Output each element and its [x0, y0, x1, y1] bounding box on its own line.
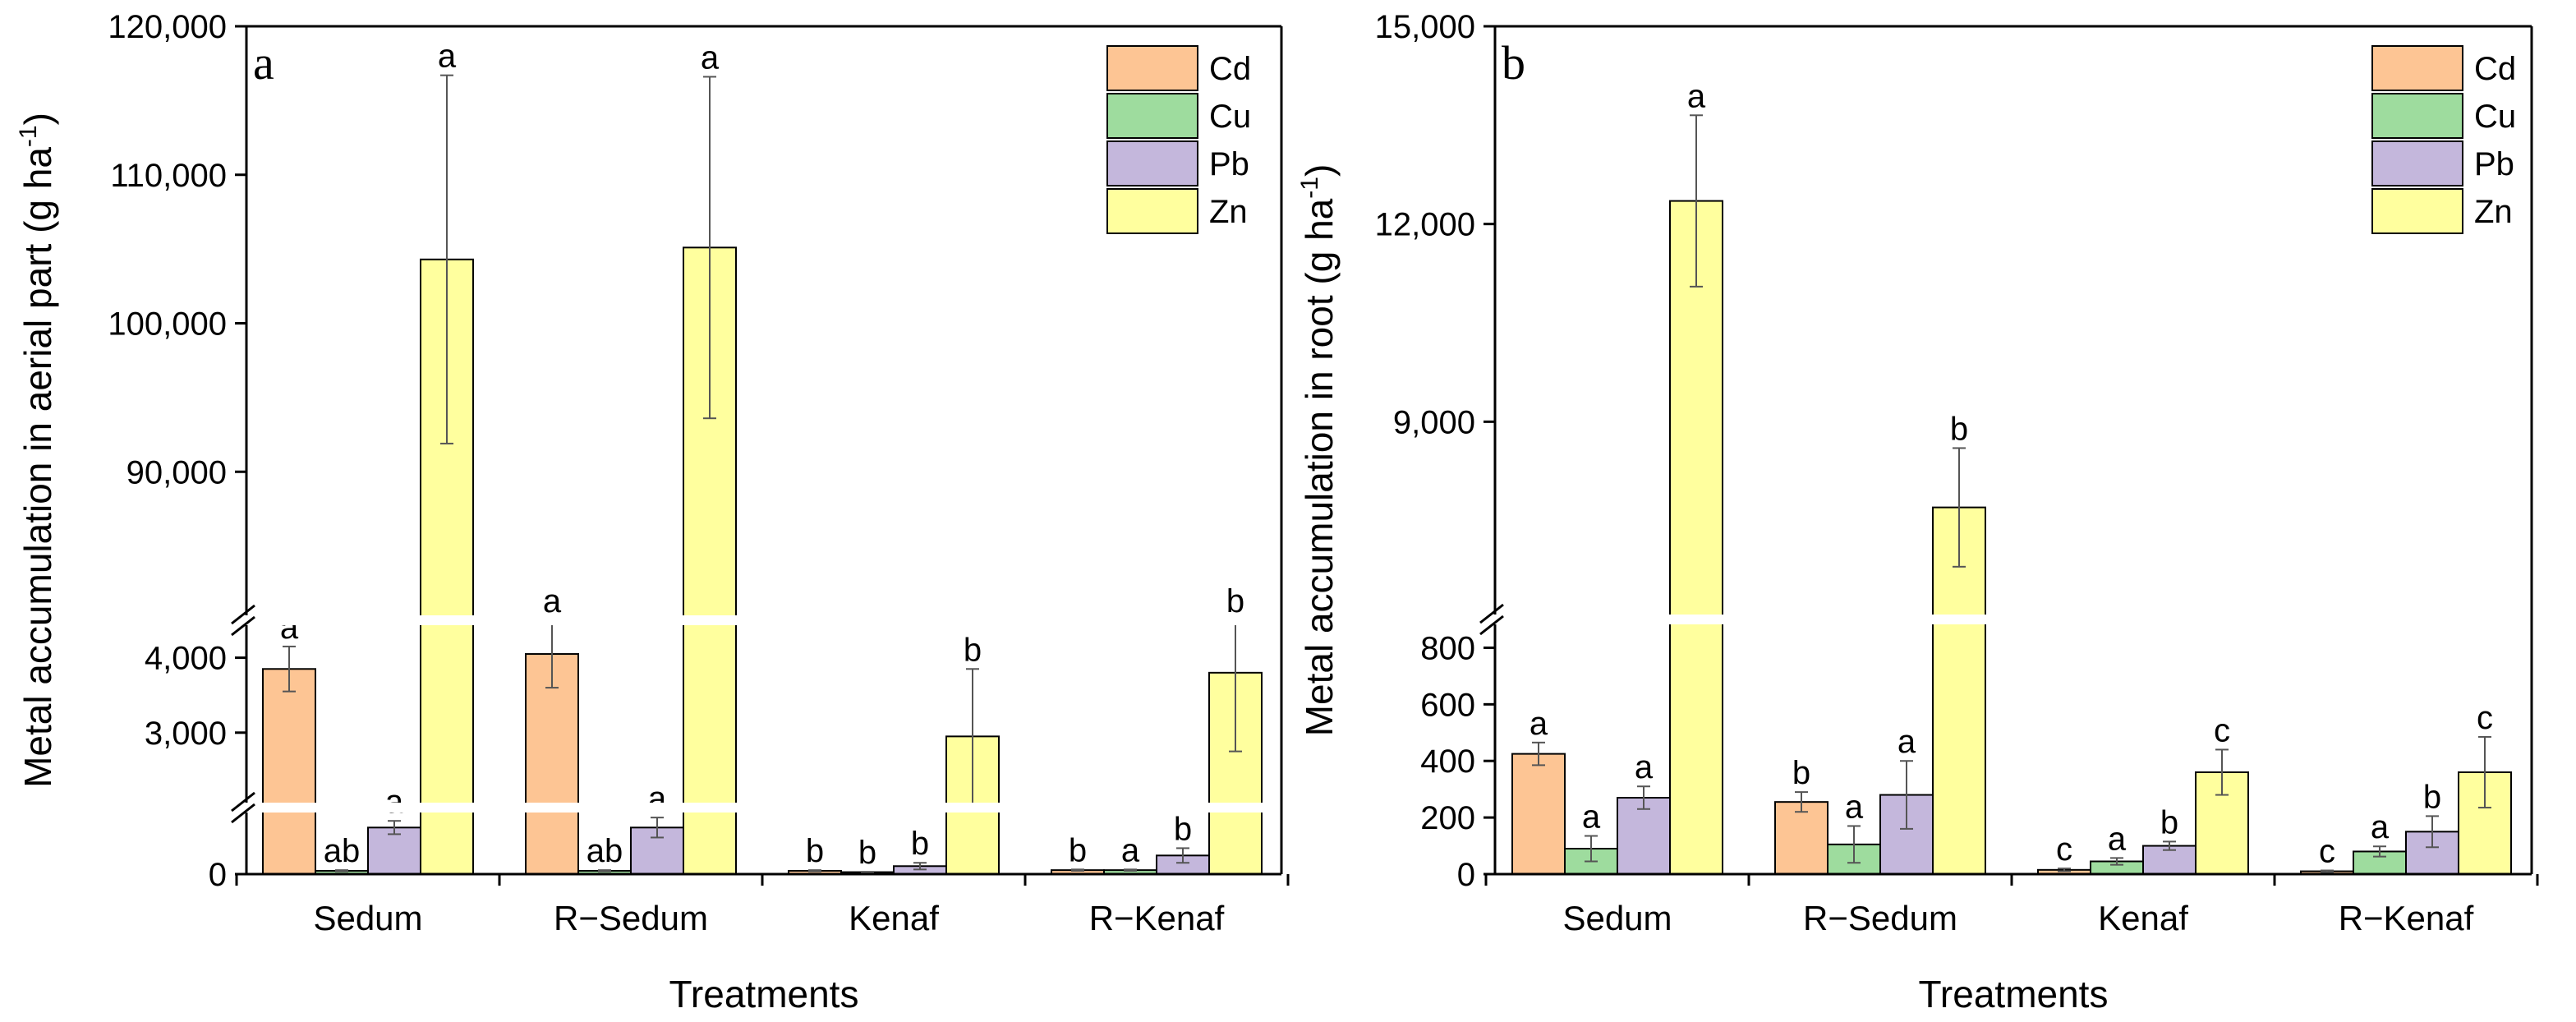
y-axis-title: Metal accumulation in aerial part (g ha-…: [15, 113, 59, 788]
bar-Cd-0: [1511, 753, 1566, 875]
bar-Cd-1: [525, 653, 579, 875]
x-tick-label: Kenaf: [849, 899, 939, 937]
significance-letter: c: [2056, 831, 2072, 868]
significance-letter: ab: [586, 833, 623, 869]
significance-letter: b: [858, 835, 876, 871]
y-tick-label: 15,000: [1375, 9, 1475, 45]
legend-label: Cd: [1209, 51, 1251, 87]
y-tick-label: 90,000: [126, 454, 227, 490]
significance-letter: b: [1950, 411, 1968, 447]
legend-swatch: [2371, 188, 2463, 234]
y-tick-label: 0: [209, 857, 227, 893]
bar-Cd-1: [1774, 801, 1828, 876]
bar-Cd-0: [262, 668, 316, 876]
bar-Pb-0: [367, 826, 421, 875]
x-axis-title: Treatments: [1919, 973, 2109, 1015]
y-tick-label: 12,000: [1375, 207, 1475, 243]
x-tick-label: R−Kenaf: [2339, 899, 2474, 937]
significance-letter: ab: [324, 833, 361, 869]
significance-letter: b: [1226, 583, 1244, 619]
significance-letter: a: [701, 39, 720, 76]
significance-letter: a: [438, 39, 457, 75]
bar-Pb-0: [1617, 797, 1671, 875]
significance-letter: c: [2319, 834, 2335, 870]
significance-letter: c: [2214, 712, 2230, 748]
y-tick-label: 3,000: [145, 716, 227, 752]
significance-letter: a: [1845, 789, 1864, 825]
significance-letter: b: [1069, 832, 1087, 868]
significance-letter: a: [1635, 749, 1654, 785]
legend-swatch: [1106, 93, 1198, 139]
legend-swatch: [1106, 45, 1198, 91]
significance-letter: b: [964, 632, 982, 668]
legend-label: Pb: [2474, 146, 2514, 182]
axis-break-gap: [1479, 615, 2532, 624]
legend-swatch: [2371, 45, 2463, 91]
bar-Zn-0: [1669, 200, 1723, 876]
x-tick-label: Kenaf: [2098, 899, 2188, 937]
y-tick-label: 110,000: [110, 158, 227, 194]
significance-letter: b: [806, 833, 824, 869]
y-tick-label: 800: [1420, 630, 1475, 666]
legend-label: Zn: [1209, 194, 1248, 230]
y-tick-label: 100,000: [108, 306, 227, 343]
x-axis-title: Treatments: [669, 973, 859, 1015]
legend-swatch: [2371, 93, 2463, 139]
significance-letter: a: [1121, 832, 1140, 868]
panel-label: a: [253, 36, 274, 90]
significance-letter: a: [2108, 821, 2127, 857]
legend-label: Pb: [1209, 146, 1249, 182]
axis-break-mark: [1479, 603, 1504, 624]
y-tick-label: 200: [1420, 800, 1475, 836]
bar-Zn-1: [1932, 506, 1986, 875]
axis-break-gap: [230, 803, 1281, 813]
significance-letter: b: [1792, 755, 1810, 791]
axis-break-mark: [231, 791, 255, 813]
x-tick-label: Sedum: [313, 899, 422, 937]
significance-letter: b: [911, 826, 929, 862]
significance-letter: a: [2371, 809, 2390, 845]
x-tick-label: R−Sedum: [1803, 899, 1957, 937]
axis-break-mark: [1479, 615, 1504, 636]
legend-label: Zn: [2474, 194, 2513, 230]
significance-letter: c: [2477, 700, 2493, 736]
y-tick-label: 600: [1420, 687, 1475, 723]
significance-letter: a: [1687, 78, 1706, 114]
legend-label: Cu: [1209, 99, 1251, 135]
significance-letter: a: [543, 583, 562, 619]
significance-letter: b: [2423, 779, 2441, 815]
legend-label: Cu: [2474, 99, 2516, 135]
y-tick-label: 400: [1420, 743, 1475, 780]
legend-swatch: [2371, 140, 2463, 186]
y-tick-label: 9,000: [1393, 404, 1475, 440]
axis-break-mark: [231, 803, 255, 824]
significance-letter: b: [1174, 811, 1192, 847]
axis-break-gap: [230, 615, 1281, 625]
y-axis-title: Metal accumulation in root (g ha-1): [1296, 164, 1341, 737]
significance-letter: a: [280, 610, 299, 646]
significance-letter: a: [1582, 799, 1601, 836]
y-tick-label: 4,000: [145, 641, 227, 677]
legend-label: Cd: [2474, 51, 2516, 87]
significance-letter: b: [2160, 804, 2178, 840]
x-tick-label: Sedum: [1562, 899, 1672, 937]
significance-letter: a: [385, 784, 404, 820]
panel-label: b: [1502, 36, 1525, 90]
legend-swatch: [1106, 188, 1198, 234]
significance-letter: a: [1898, 724, 1916, 760]
axis-break-mark: [231, 615, 255, 637]
axis-break-mark: [231, 604, 255, 625]
significance-letter: a: [1530, 706, 1548, 742]
x-tick-label: R−Sedum: [554, 899, 708, 937]
y-tick-label: 120,000: [108, 9, 227, 45]
y-tick-label: 0: [1457, 857, 1475, 893]
legend-swatch: [1106, 140, 1198, 186]
panel-a: aab bab ab b aa ab ba abb03,0004,00090,000100,0…: [15, 9, 1290, 1015]
x-tick-label: R−Kenaf: [1089, 899, 1225, 937]
